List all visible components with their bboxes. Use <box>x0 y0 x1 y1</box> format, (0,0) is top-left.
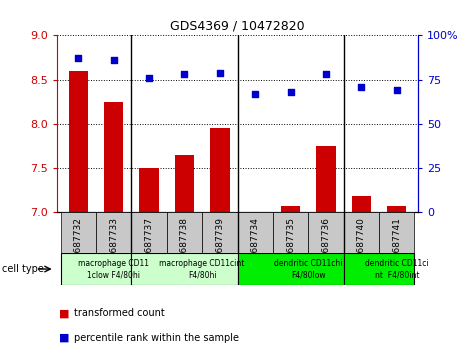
Text: ■: ■ <box>59 308 70 318</box>
Text: macrophage CD11cint
F4/80hi: macrophage CD11cint F4/80hi <box>160 259 245 279</box>
Text: dendritic CD11chi
F4/80low: dendritic CD11chi F4/80low <box>274 259 342 279</box>
Text: GSM687734: GSM687734 <box>251 217 260 272</box>
Text: GSM687736: GSM687736 <box>322 217 331 272</box>
Text: GSM687735: GSM687735 <box>286 217 295 272</box>
Bar <box>387 206 407 212</box>
Text: GSM687737: GSM687737 <box>144 217 153 272</box>
FancyBboxPatch shape <box>308 212 344 253</box>
Bar <box>210 128 229 212</box>
FancyBboxPatch shape <box>60 212 96 253</box>
Bar <box>352 196 371 212</box>
Title: GDS4369 / 10472820: GDS4369 / 10472820 <box>170 20 305 33</box>
Text: dendritic CD11ci
nt  F4/80int: dendritic CD11ci nt F4/80int <box>365 259 428 279</box>
Point <box>393 87 400 93</box>
Point <box>75 56 82 61</box>
Bar <box>139 168 159 212</box>
Text: ■: ■ <box>59 333 70 343</box>
Bar <box>246 211 265 212</box>
Text: GSM687732: GSM687732 <box>74 217 83 272</box>
Bar <box>316 146 336 212</box>
Bar <box>281 206 300 212</box>
Point <box>358 84 365 90</box>
Point <box>110 57 117 63</box>
Point <box>145 75 153 81</box>
FancyBboxPatch shape <box>379 212 415 253</box>
Text: GSM687739: GSM687739 <box>215 217 224 272</box>
FancyBboxPatch shape <box>344 253 415 285</box>
FancyBboxPatch shape <box>238 212 273 253</box>
FancyBboxPatch shape <box>273 212 308 253</box>
FancyBboxPatch shape <box>167 212 202 253</box>
Text: macrophage CD11
1clow F4/80hi: macrophage CD11 1clow F4/80hi <box>78 259 149 279</box>
FancyBboxPatch shape <box>238 253 344 285</box>
FancyBboxPatch shape <box>60 253 131 285</box>
Text: GSM687741: GSM687741 <box>392 217 401 272</box>
Point <box>216 70 224 75</box>
Point <box>322 72 330 77</box>
FancyBboxPatch shape <box>96 212 131 253</box>
FancyBboxPatch shape <box>344 212 379 253</box>
Text: percentile rank within the sample: percentile rank within the sample <box>74 333 238 343</box>
FancyBboxPatch shape <box>202 212 238 253</box>
Bar <box>68 71 88 212</box>
Point <box>180 72 188 77</box>
Point <box>251 91 259 97</box>
FancyBboxPatch shape <box>131 212 167 253</box>
FancyBboxPatch shape <box>131 253 238 285</box>
Text: GSM687738: GSM687738 <box>180 217 189 272</box>
Bar <box>175 155 194 212</box>
Bar <box>104 102 124 212</box>
Text: cell type: cell type <box>2 264 44 274</box>
Point <box>287 89 294 95</box>
Text: GSM687740: GSM687740 <box>357 217 366 272</box>
Text: GSM687733: GSM687733 <box>109 217 118 272</box>
Text: transformed count: transformed count <box>74 308 164 318</box>
